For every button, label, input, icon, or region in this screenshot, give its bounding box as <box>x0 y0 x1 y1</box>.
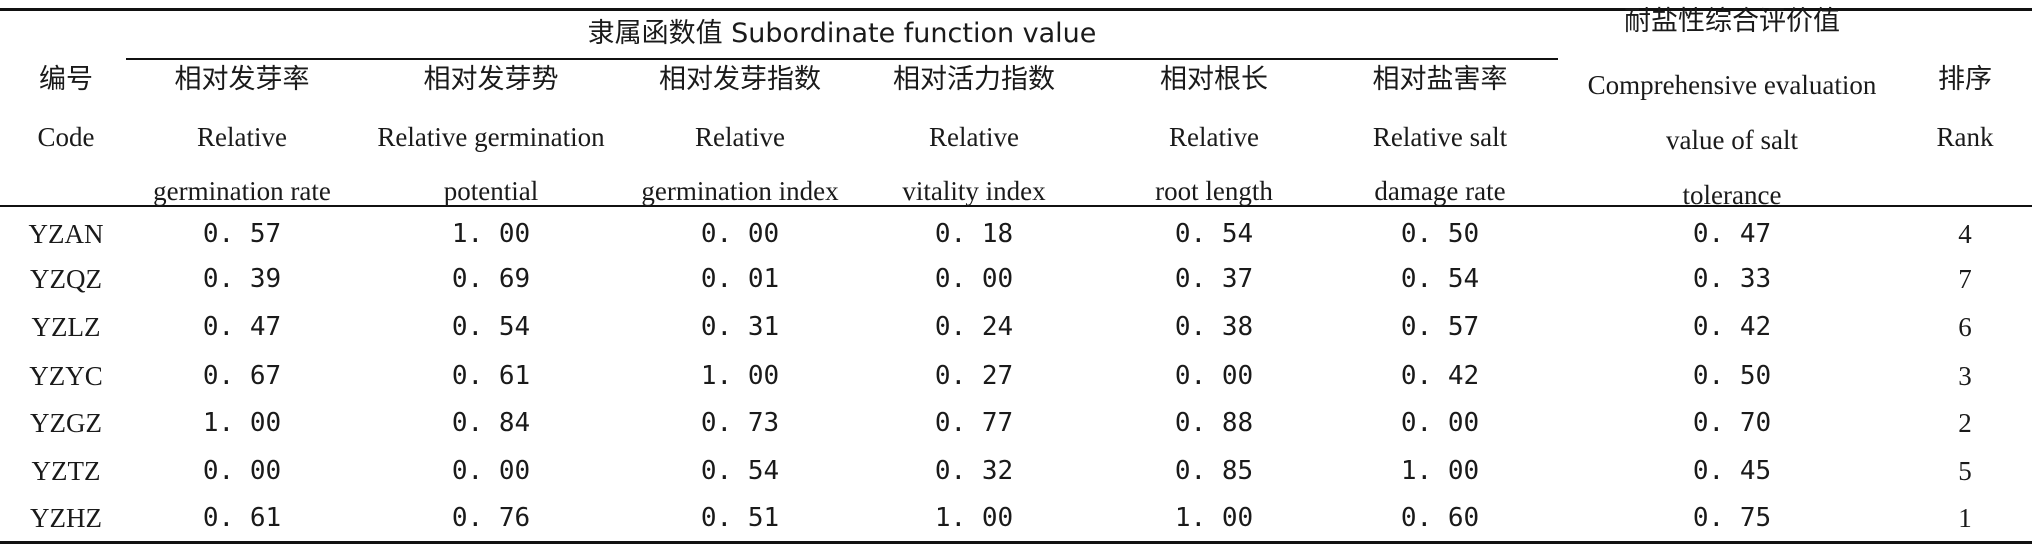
column-header-cn: 相对发芽指数 <box>659 64 821 95</box>
row-code: YZQZ <box>30 264 102 294</box>
row-value: 0. 47 <box>1692 219 1772 249</box>
row-value: 0. 84 <box>451 408 531 438</box>
row-value: 0. 42 <box>1400 361 1480 391</box>
row-value: 0. 76 <box>451 503 531 533</box>
top-rule <box>0 8 2032 11</box>
column-header-cn: 耐盐性综合评价值 <box>1624 6 1840 37</box>
row-value: 0. 54 <box>700 456 780 486</box>
row-value: 0. 38 <box>1174 312 1254 342</box>
column-header-cn: 相对活力指数 <box>893 64 1055 95</box>
row-value: 0. 39 <box>202 264 282 294</box>
row-rank: 3 <box>1958 361 1972 391</box>
row-value: 0. 31 <box>700 312 780 342</box>
row-value: 0. 45 <box>1692 456 1772 486</box>
row-value: 0. 50 <box>1692 361 1772 391</box>
row-code: YZLZ <box>31 312 101 342</box>
column-header-en: Relative <box>929 122 1019 152</box>
row-value: 0. 88 <box>1174 408 1254 438</box>
row-value: 0. 73 <box>700 408 780 438</box>
row-value: 1. 00 <box>934 503 1014 533</box>
row-code: YZTZ <box>31 456 101 486</box>
row-value: 1. 00 <box>451 219 531 249</box>
row-value: 0. 42 <box>1692 312 1772 342</box>
row-code: YZHZ <box>30 503 102 533</box>
row-rank: 4 <box>1958 219 1972 249</box>
header-bottom-rule <box>0 205 2032 207</box>
row-value: 0. 00 <box>451 456 531 486</box>
group-header-rule <box>126 58 1558 60</box>
column-header-en: Relative salt <box>1372 122 1508 152</box>
column-header-en: germination index <box>641 176 839 206</box>
column-header-cn: 相对根长 <box>1160 64 1268 95</box>
row-value: 0. 57 <box>1400 312 1480 342</box>
row-code: YZYC <box>29 361 103 391</box>
column-header-en: tolerance <box>1682 180 1782 210</box>
row-value: 0. 51 <box>700 503 780 533</box>
column-header-en: potential <box>443 176 539 206</box>
column-header-cn: 相对发芽势 <box>423 64 559 95</box>
row-value: 0. 18 <box>934 219 1014 249</box>
row-value: 0. 69 <box>451 264 531 294</box>
column-header-en: root length <box>1155 176 1273 206</box>
row-rank: 1 <box>1958 503 1972 533</box>
row-value: 0. 32 <box>934 456 1014 486</box>
row-value: 0. 00 <box>700 219 780 249</box>
row-value: 0. 54 <box>451 312 531 342</box>
row-value: 0. 61 <box>202 503 282 533</box>
row-value: 0. 47 <box>202 312 282 342</box>
group-header: 隶属函数值 Subordinate function value <box>587 18 1097 49</box>
row-value: 0. 54 <box>1400 264 1480 294</box>
row-value: 0. 54 <box>1174 219 1254 249</box>
column-header-en: vitality index <box>902 176 1046 206</box>
column-header-en: damage rate <box>1374 176 1506 206</box>
column-header-cn: 编号 <box>39 64 93 95</box>
row-value: 0. 00 <box>1400 408 1480 438</box>
row-rank: 5 <box>1958 456 1972 486</box>
row-value: 1. 00 <box>1400 456 1480 486</box>
row-value: 0. 61 <box>451 361 531 391</box>
row-value: 0. 60 <box>1400 503 1480 533</box>
row-value: 0. 01 <box>700 264 780 294</box>
row-value: 0. 70 <box>1692 408 1772 438</box>
row-value: 0. 57 <box>202 219 282 249</box>
row-value: 0. 27 <box>934 361 1014 391</box>
row-value: 1. 00 <box>1174 503 1254 533</box>
row-rank: 7 <box>1958 264 1972 294</box>
column-header-cn: 排序 <box>1938 64 1992 95</box>
row-value: 0. 00 <box>1174 361 1254 391</box>
row-value: 0. 24 <box>934 312 1014 342</box>
row-value: 1. 00 <box>202 408 282 438</box>
column-header-en: Relative <box>695 122 785 152</box>
column-header-en: Relative <box>1169 122 1259 152</box>
row-value: 0. 37 <box>1174 264 1254 294</box>
row-rank: 2 <box>1958 408 1972 438</box>
row-value: 0. 33 <box>1692 264 1772 294</box>
column-header-en: germination rate <box>153 176 331 206</box>
column-header-en: Relative germination <box>377 122 605 152</box>
row-value: 0. 85 <box>1174 456 1254 486</box>
row-value: 0. 77 <box>934 408 1014 438</box>
row-code: YZGZ <box>30 408 102 438</box>
row-value: 0. 00 <box>934 264 1014 294</box>
row-value: 1. 00 <box>700 361 780 391</box>
column-header-en: value of salt <box>1666 125 1798 155</box>
column-header-en: Rank <box>1936 122 1994 152</box>
column-header-en: Comprehensive evaluation <box>1587 70 1877 100</box>
column-header-cn: 相对盐害率 <box>1372 64 1508 95</box>
row-value: 0. 75 <box>1692 503 1772 533</box>
column-header-cn: 相对发芽率 <box>174 64 310 95</box>
row-value: 0. 00 <box>202 456 282 486</box>
row-rank: 6 <box>1958 312 1972 342</box>
row-value: 0. 50 <box>1400 219 1480 249</box>
row-value: 0. 67 <box>202 361 282 391</box>
column-header-en: Relative <box>197 122 287 152</box>
bottom-rule <box>0 541 2032 544</box>
row-code: YZAN <box>28 219 104 249</box>
column-header-en: Code <box>37 122 95 152</box>
